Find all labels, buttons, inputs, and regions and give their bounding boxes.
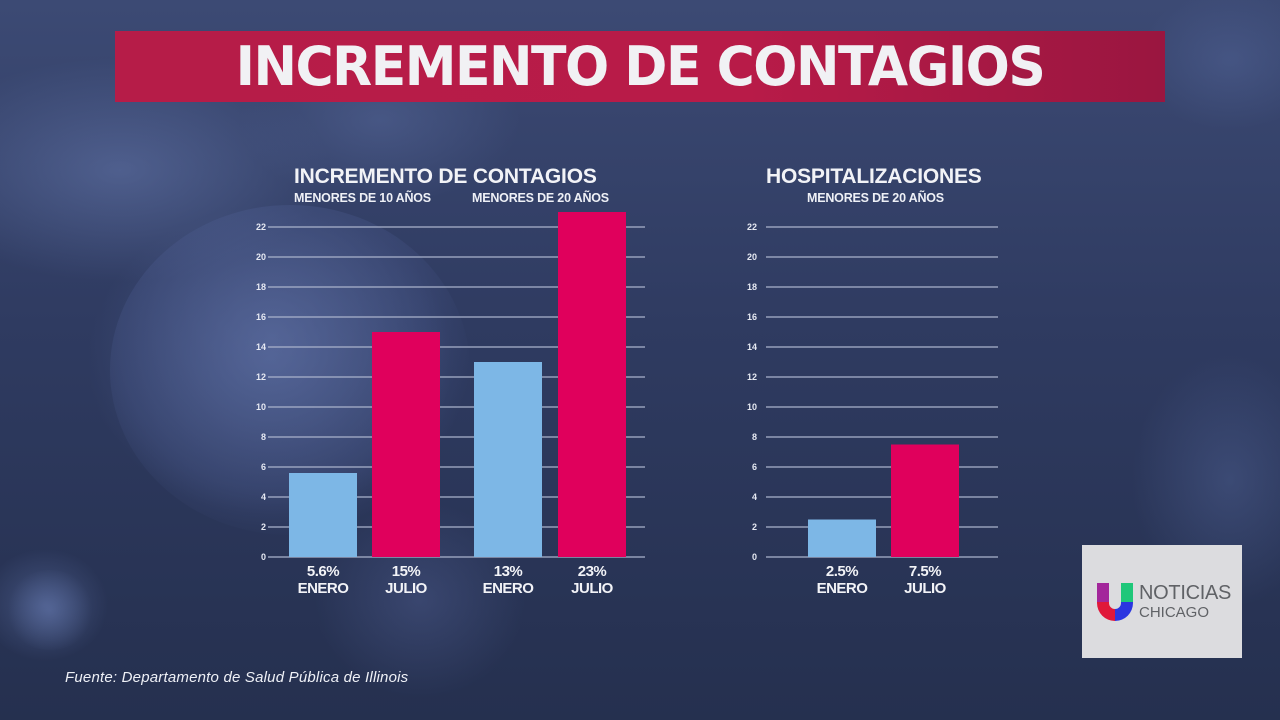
chart2-ytick-label: 0 — [752, 552, 757, 562]
chart1-bar-julio-3 — [558, 212, 626, 557]
chart1-ytick-label: 2 — [261, 522, 266, 532]
chart1-ytick-label: 8 — [261, 432, 266, 442]
chart2-category-label: JULIO — [904, 580, 947, 597]
chart2-bar-enero-0 — [808, 519, 876, 557]
chart2-ytick-label: 4 — [752, 492, 757, 502]
chart2-ytick-label: 2 — [752, 522, 757, 532]
chart1-bar-enero-0 — [289, 473, 357, 557]
chart1-value-label: 5.6% — [307, 563, 339, 580]
chart1-value-label: 13% — [494, 563, 523, 580]
chart1-ytick-label: 16 — [256, 312, 266, 322]
source-caption: Fuente: Departamento de Salud Pública de… — [65, 669, 409, 686]
chart2-bar-julio-1 — [891, 444, 959, 557]
chart1-category-label: JULIO — [385, 580, 428, 597]
chart2-value-label: 7.5% — [909, 563, 941, 580]
chart1-ytick-label: 14 — [256, 342, 266, 352]
chart1-ytick-label: 20 — [256, 252, 266, 262]
chart1-group-label-under20: MENORES DE 20 AÑOS — [472, 191, 609, 205]
univision-u-icon — [1097, 582, 1133, 621]
chart1-ytick-label: 4 — [261, 492, 266, 502]
chart1-title: INCREMENTO DE CONTAGIOS — [294, 165, 597, 188]
chart2-value-label: 2.5% — [826, 563, 858, 580]
chart1-bar-enero-2 — [474, 362, 542, 557]
chart1-category-label: ENERO — [298, 580, 350, 597]
headline-title: INCREMENTO DE CONTAGIOS — [235, 35, 1046, 98]
chart1-ytick-label: 6 — [261, 462, 266, 472]
chart1-value-label: 15% — [392, 563, 421, 580]
chart1-category-label: ENERO — [483, 580, 535, 597]
chart1-category-label: JULIO — [571, 580, 614, 597]
chart2-ytick-label: 8 — [752, 432, 757, 442]
chart1-ytick-label: 22 — [256, 222, 266, 232]
logo-text-chicago: CHICAGO — [1139, 604, 1210, 621]
chart1-group-label-under10: MENORES DE 10 AÑOS — [294, 191, 431, 205]
chart2-ytick-label: 18 — [747, 282, 757, 292]
chart1-ytick-label: 18 — [256, 282, 266, 292]
chart2-category-label: ENERO — [817, 580, 869, 597]
chart2-ytick-label: 16 — [747, 312, 757, 322]
logo-text-noticias: NOTICIAS — [1139, 582, 1232, 604]
chart2-ytick-label: 6 — [752, 462, 757, 472]
chart1-ytick-label: 10 — [256, 402, 266, 412]
chart2-ytick-label: 14 — [747, 342, 757, 352]
chart2-ytick-label: 10 — [747, 402, 757, 412]
chart1-bar-julio-1 — [372, 332, 440, 557]
chart2-ytick-label: 12 — [747, 372, 757, 382]
univision-noticias-chicago-logo: NOTICIAS CHICAGO — [1082, 545, 1242, 658]
chart2-ytick-label: 22 — [747, 222, 757, 232]
chart1-ytick-label: 12 — [256, 372, 266, 382]
chart1-value-label: 23% — [578, 563, 607, 580]
chart2-ytick-label: 20 — [747, 252, 757, 262]
chart2-subtitle: MENORES DE 20 AÑOS — [807, 191, 944, 205]
chart1-ytick-label: 0 — [261, 552, 266, 562]
headline-banner: INCREMENTO DE CONTAGIOS — [115, 31, 1165, 102]
chart2-title: HOSPITALIZACIONES — [766, 165, 982, 188]
